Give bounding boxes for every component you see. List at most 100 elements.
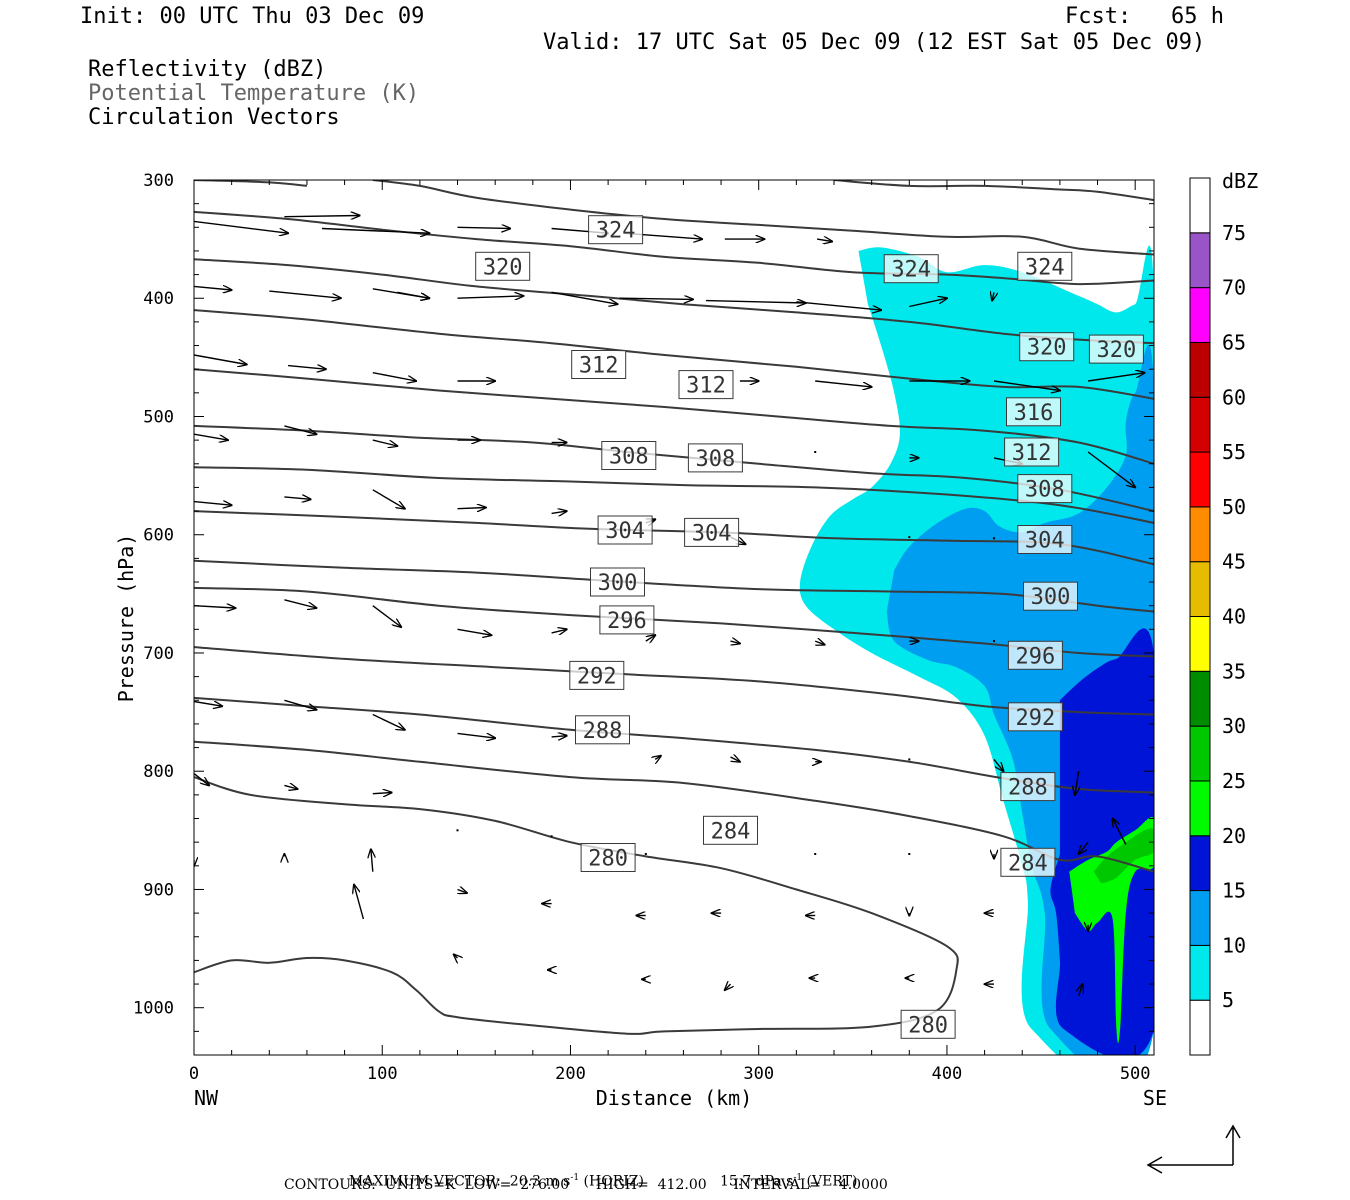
circulation-vector xyxy=(705,301,806,303)
circulation-vector xyxy=(284,785,297,789)
svg-text:288: 288 xyxy=(1008,776,1048,801)
circulation-vector xyxy=(354,885,365,920)
circulation-vector xyxy=(372,489,405,509)
circulation-vector xyxy=(372,605,401,627)
circulation-vector xyxy=(456,829,459,832)
circulation-vector xyxy=(551,291,618,304)
circulation-vector xyxy=(908,536,911,539)
max-vector-vert: 15.7 dPa s xyxy=(719,1173,794,1190)
circulation-vector xyxy=(194,702,222,707)
circulation-vector xyxy=(551,629,567,633)
circulation-vector xyxy=(993,380,1060,391)
contour-label-316: 316 xyxy=(1006,397,1061,427)
contour-label-292: 292 xyxy=(1007,702,1063,732)
circulation-vector xyxy=(619,298,692,299)
contour-label-292: 292 xyxy=(569,660,625,690)
contour-label-304: 304 xyxy=(597,515,653,545)
circulation-vector xyxy=(1113,819,1127,845)
reflectivity-region-15 xyxy=(1050,628,1154,1055)
circulation-vector xyxy=(284,699,316,709)
circulation-vector xyxy=(457,508,486,509)
x-tick-label: 0 xyxy=(189,1064,199,1084)
circulation-vector xyxy=(372,372,416,381)
svg-text:296: 296 xyxy=(1016,644,1056,669)
circulation-vector xyxy=(397,291,429,298)
colorbar-label: 65 xyxy=(1222,330,1246,354)
theta-contour-320 xyxy=(194,309,1154,400)
valid-time: Valid: 17 UTC Sat 05 Dec 09 (12 EST Sat … xyxy=(543,30,1206,55)
circulation-vector xyxy=(194,502,232,506)
y-tick-label: 900 xyxy=(143,880,174,900)
svg-text:292: 292 xyxy=(577,664,617,689)
svg-text:292: 292 xyxy=(1016,706,1056,731)
svg-text:308: 308 xyxy=(696,447,736,472)
circulation-vector xyxy=(194,286,232,290)
contour-label-324: 324 xyxy=(1017,251,1073,281)
y-tick-label: 700 xyxy=(143,644,174,664)
y-axis-title: Pressure (hPa) xyxy=(114,534,138,703)
svg-text:320: 320 xyxy=(1027,336,1067,361)
reference-vector-icon xyxy=(1146,1124,1241,1174)
colorbar-label: 40 xyxy=(1222,605,1246,629)
unit-exponent: -1 xyxy=(793,1173,803,1183)
circulation-vector xyxy=(814,853,817,855)
colorbar-swatch xyxy=(1189,890,1211,946)
colorbar-swatch xyxy=(1189,561,1211,618)
circulation-vector xyxy=(1079,841,1089,854)
contour-label-308: 308 xyxy=(1017,474,1073,504)
circulation-vector xyxy=(1087,451,1135,487)
circulation-vector xyxy=(909,298,947,308)
circulation-vector xyxy=(284,425,316,434)
colorbar-title: dBZ xyxy=(1222,169,1258,193)
circulation-vector xyxy=(284,497,310,499)
circulation-vector xyxy=(814,451,817,453)
svg-text:320: 320 xyxy=(483,255,523,280)
circulation-vector xyxy=(371,849,373,872)
svg-text:284: 284 xyxy=(711,819,751,844)
contour-label-296: 296 xyxy=(599,605,655,635)
svg-text:280: 280 xyxy=(908,1013,948,1038)
circulation-vector xyxy=(454,955,458,959)
theta-contour-284 xyxy=(194,740,1154,873)
colorbar-swatch xyxy=(1189,287,1211,343)
theta-contour-324 xyxy=(194,258,1154,345)
theta-contour-340 xyxy=(833,180,1154,202)
x-tick-label: 300 xyxy=(743,1064,774,1084)
contour-label-304: 304 xyxy=(684,517,740,547)
theta-contour-312 xyxy=(194,424,1154,513)
max-vector-horiz: MAXIMUM VECTOR: 20.3 m s xyxy=(348,1173,571,1190)
svg-text:308: 308 xyxy=(609,445,649,470)
contour-label-320: 320 xyxy=(1088,334,1144,364)
colorbar-swatch xyxy=(1189,670,1211,727)
x-tick-label: 500 xyxy=(1120,1064,1151,1084)
colorbar-label: 15 xyxy=(1222,879,1246,903)
contour-label-280: 280 xyxy=(900,1009,956,1039)
circulation-vector xyxy=(550,835,553,838)
circulation-vector xyxy=(457,628,492,635)
colorbar-swatch xyxy=(1189,725,1211,782)
circulation-vector xyxy=(288,366,326,370)
colorbar-swatch xyxy=(1189,835,1211,892)
svg-text:312: 312 xyxy=(579,354,619,379)
x-endpoint-right: SE xyxy=(1143,1086,1167,1110)
colorbar-swatch xyxy=(1189,780,1211,837)
circulation-vector xyxy=(194,773,209,786)
field-circulation-vectors: Circulation Vectors xyxy=(88,105,340,130)
colorbar-label: 60 xyxy=(1222,385,1246,409)
x-axis-title: Distance (km) xyxy=(596,1086,753,1110)
plot-frame xyxy=(193,179,1155,1056)
contour-label-288: 288 xyxy=(1000,772,1056,802)
svg-text:320: 320 xyxy=(1097,338,1137,363)
theta-contour-280 xyxy=(194,776,959,1035)
contour-label-312: 312 xyxy=(678,370,734,400)
circulation-vector xyxy=(372,793,392,794)
y-tick-label: 500 xyxy=(143,407,174,427)
svg-text:304: 304 xyxy=(1025,529,1065,554)
svg-text:300: 300 xyxy=(598,571,638,596)
reflectivity-region-20 xyxy=(1069,817,1154,1044)
circulation-vector xyxy=(815,380,871,387)
svg-text:312: 312 xyxy=(1012,441,1052,466)
colorbar-swatch xyxy=(1189,999,1211,1056)
x-tick-label: 400 xyxy=(932,1064,963,1084)
